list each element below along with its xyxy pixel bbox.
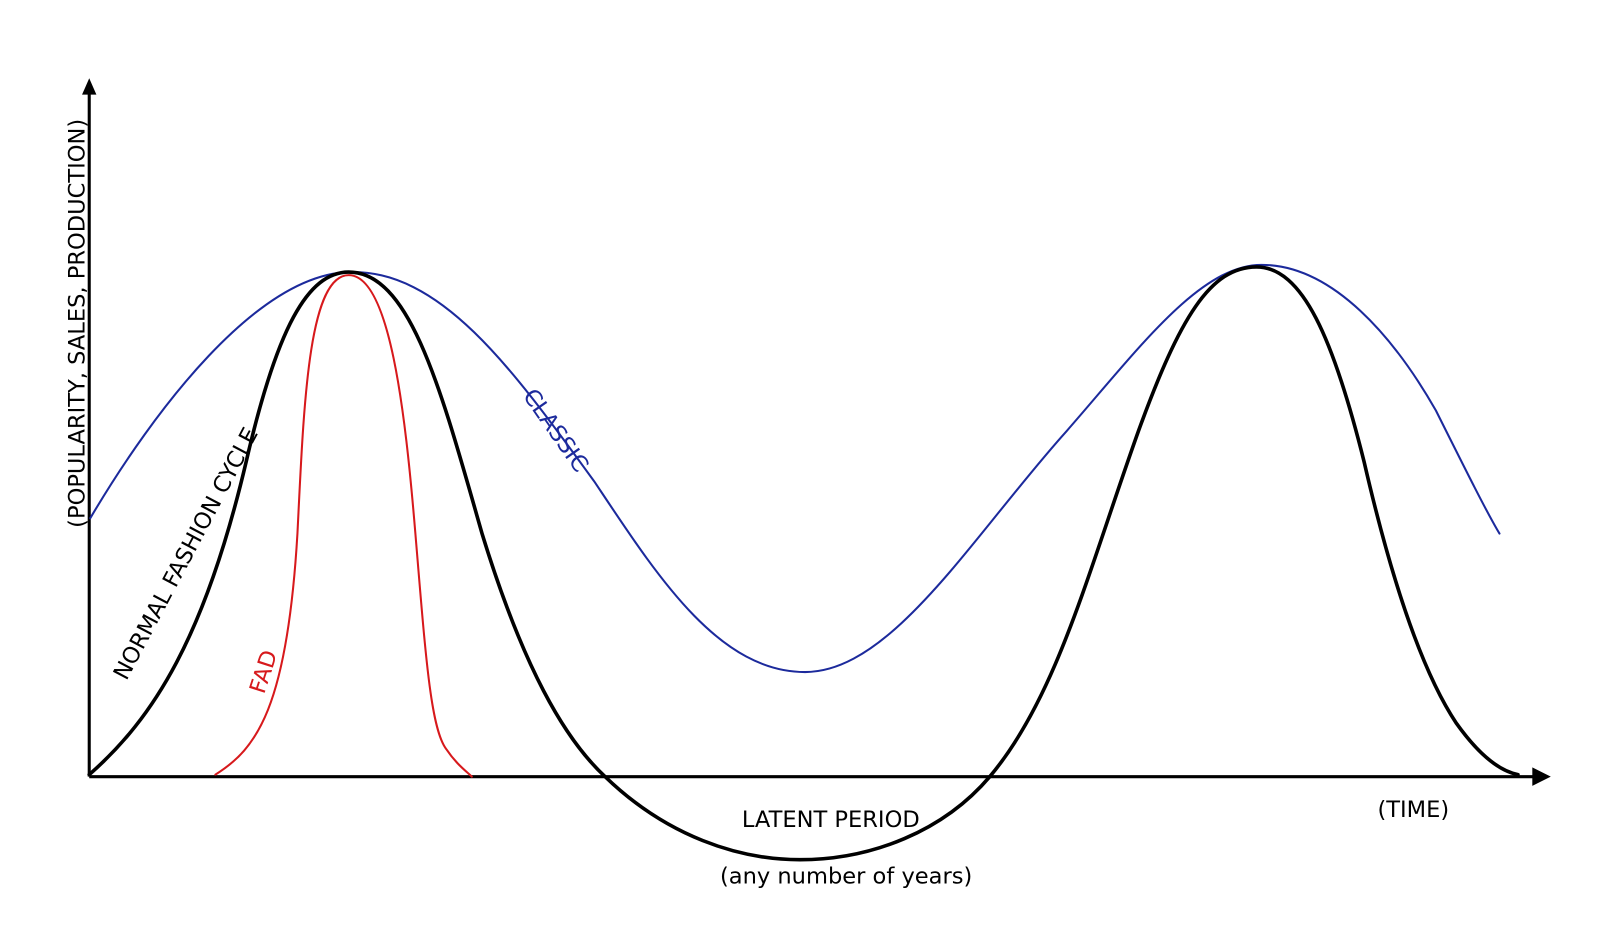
x-axis-arrow (1532, 767, 1551, 786)
y-axis-label: (POPULARITY, SALES, PRODUCTION) (64, 119, 90, 528)
y-axis-arrow (82, 78, 97, 95)
normal-cycle-curve (87, 265, 1520, 862)
latent-period-note: (any number of years) (720, 864, 972, 890)
latent-period-label: LATENT PERIOD (742, 807, 920, 833)
x-axis-label: (TIME) (1377, 797, 1449, 823)
fad-curve (214, 274, 473, 778)
